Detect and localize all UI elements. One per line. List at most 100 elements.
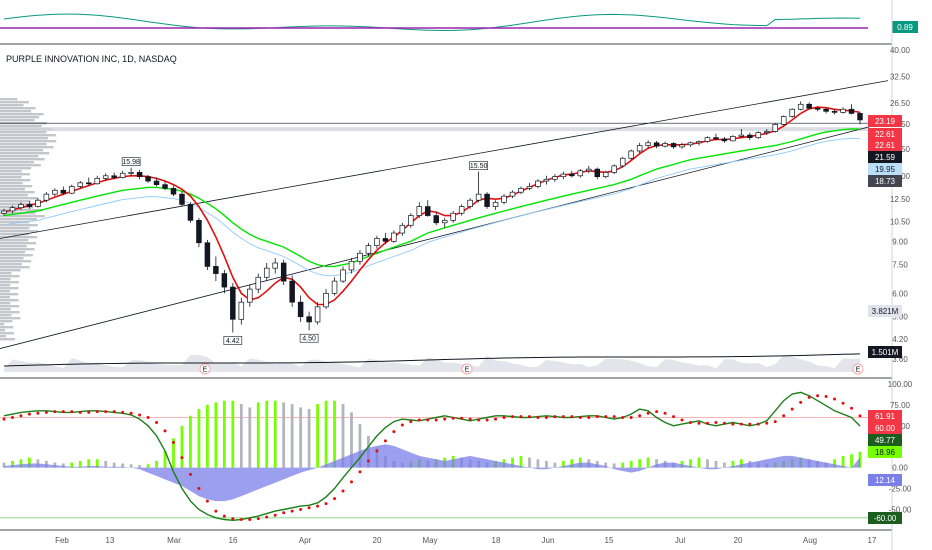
osc-bar [265,400,269,468]
candle-body [162,184,168,189]
osc-tick-label: -25.00 [889,485,912,494]
price-callout-box [223,336,243,345]
earnings-marker-letter: E [856,367,861,374]
osc-bar [172,438,175,468]
candle-body [119,172,126,178]
candle-body [662,143,668,147]
candle-body [857,113,863,121]
price-label-box [868,175,902,187]
osc-d-dot [61,410,65,414]
candle-body [467,199,473,207]
osc-d-dot [833,397,837,401]
osc-d-dot [316,504,320,508]
price-label-box [868,151,902,163]
volume-profile-bar [0,155,39,158]
date-tick-label: Mar [167,536,181,545]
price-axis[interactable]: 40.0032.5026.5022.5018.5015.0012.5010.50… [868,46,913,524]
volume-profile-bar [0,182,23,185]
candle-body [102,175,109,179]
volume-profile-bar [0,269,21,272]
osc-bar [112,462,116,468]
osc-bar [714,460,718,468]
osc-d-dot [299,507,303,511]
osc-d-dot [44,410,48,414]
date-tick-label: 17 [868,536,877,545]
price-label-value: 22.61 [875,130,896,139]
price-callout-box [469,161,488,170]
candle-body [1,210,7,214]
osc-d-dot [417,418,421,422]
price-label-value: 3.821M [872,307,899,316]
candle-body [272,262,278,269]
date-tick-label: May [422,536,437,545]
candle-body [340,269,346,282]
osc-d-dot [799,400,803,404]
osc-d-dot [544,415,548,419]
osc-d-dot [36,411,40,415]
osc-bar [61,463,65,468]
date-tick-label: 13 [106,536,115,545]
volume-profile-bar [0,305,20,308]
osc-bar [70,462,74,468]
volume-profile-bar [0,299,19,302]
osc-d-dot [358,470,362,474]
osc-d-dot [231,517,235,521]
osc-d-dot [629,415,633,419]
osc-bar [129,464,133,468]
osc-d-dot [366,459,370,463]
volume-profile-bar [0,194,28,197]
price-tick-label: 10.50 [890,218,911,227]
osc-bar [282,402,286,468]
candle-body [586,168,592,172]
date-axis[interactable]: Feb 13 Mar 16 Apr 20 May 18 Jun 15 Jul 20 Aug 17 [55,536,877,545]
osc-bar [350,412,353,468]
osc-bar [197,409,201,468]
candle-body [696,141,702,144]
price-tick-label: 26.50 [890,99,911,108]
candle-body [263,267,270,278]
osc-d-dot [621,415,625,419]
osc-label-value: 49.77 [875,436,896,445]
osc-d-dot [578,415,582,419]
osc-bar [180,425,184,468]
candle-body [687,142,694,146]
volume-profile-bar [0,317,21,320]
osc-d-dot [511,415,515,419]
candle-body [594,168,601,178]
candle-body [755,132,762,138]
osc-d-dot [612,415,616,419]
price-tick-label: 12.50 [890,195,911,204]
osc-d-dot [273,513,277,517]
osc-d-dot [400,423,404,427]
volume-profile-bar [0,146,54,149]
candle-body [823,108,829,112]
candle-body [518,188,524,193]
price-tick-label: 3.60 [892,355,908,364]
volume-profile-bar [0,230,38,233]
osc-label-box [868,434,902,446]
osc-d-dot [375,449,379,453]
osc-d-dot [70,410,74,414]
top-indicator-line [3,13,861,32]
candle-body [357,252,363,262]
osc-d-dot [112,410,116,414]
osc-bar [87,459,91,468]
osc-bar [604,462,608,468]
price-label-box [868,128,902,140]
osc-bar [214,402,218,468]
osc-d-dot [739,422,743,426]
volume-profile-bar [0,188,25,191]
osc-k-line [3,391,861,522]
osc-d-dot [773,420,777,424]
osc-d-dot [383,439,387,443]
osc-bar [273,400,277,468]
candle-body [18,204,24,209]
osc-bar [553,462,557,468]
volume-profile-bar [0,278,11,281]
osc-d-dot [714,420,718,424]
osc-bar [231,400,235,468]
osc-d-dot [104,410,108,414]
osc-bar [536,459,540,468]
osc-bar [646,457,650,468]
